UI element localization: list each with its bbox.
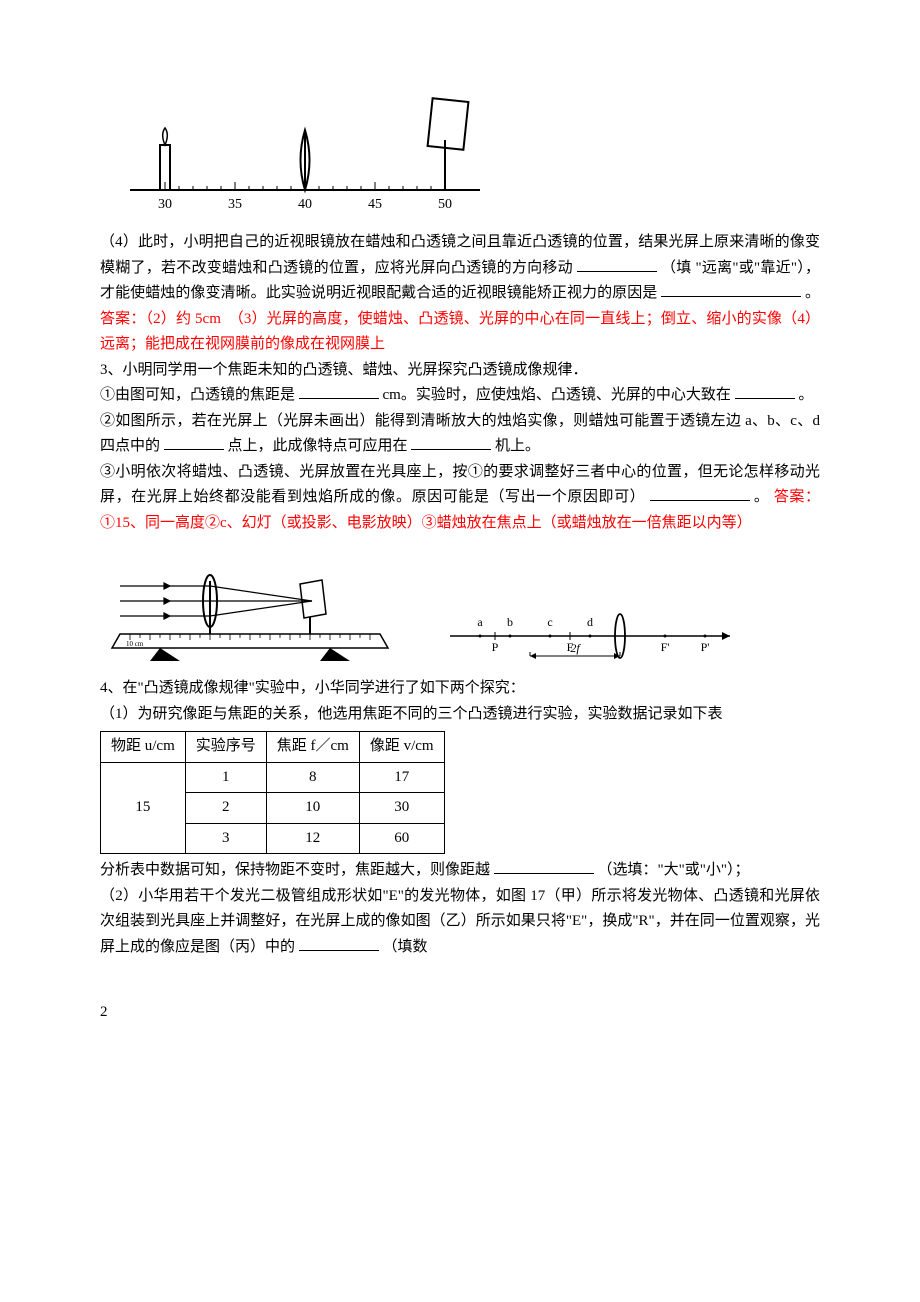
screen-icon	[428, 98, 469, 190]
q2-answer: 答案：（2）约 5cm （3）光屏的高度，使蜡烛、凸透镜、光屏的中心在同一直线上…	[100, 311, 820, 353]
blank	[494, 858, 594, 874]
cell: 30	[359, 793, 444, 824]
blank	[299, 383, 379, 399]
table-header-row: 物距 u/cm 实验序号 焦距 f／cm 像距 v/cm	[101, 732, 445, 763]
cell: 1	[185, 762, 266, 793]
lens-icon	[301, 130, 310, 190]
q4-aftertable: 分析表中数据可知，保持物距不变时，焦距越大，则像距越 （选填："大"或"小"）；	[100, 858, 820, 884]
optical-bench-svg: 30 35 40 45 50	[100, 90, 500, 220]
cell-u: 15	[101, 762, 186, 854]
blank	[299, 935, 379, 951]
figure-lens-setup: 10 cm	[100, 556, 820, 666]
q3-p1c: 。	[798, 387, 813, 403]
cell: 2	[185, 793, 266, 824]
q4-p2: （2）小华用若干个发光二极管组成形状如"E"的发光物体，如图 17（甲）所示将发…	[100, 884, 820, 961]
tick-30: 30	[158, 197, 172, 212]
q3-p1b: cm。实验时，应使烛焰、凸透镜、光屏的中心大致在	[383, 387, 731, 403]
blank	[661, 281, 801, 297]
q3-p2c: 机上。	[495, 438, 540, 454]
q4-p1: （1）为研究像距与焦距的关系，他选用焦距不同的三个凸透镜进行实验，实验数据记录如…	[100, 702, 820, 728]
cell: 17	[359, 762, 444, 793]
q4-p2b: （填数	[383, 939, 428, 955]
q4-table: 物距 u/cm 实验序号 焦距 f／cm 像距 v/cm 15 1 8 17 2…	[100, 731, 445, 854]
pt-Pp: P'	[701, 640, 710, 654]
q3-p1a: ①由图可知，凸透镜的焦距是	[100, 387, 295, 403]
pt-a: a	[477, 615, 483, 629]
q4-at-a: 分析表中数据可知，保持物距不变时，焦距越大，则像距越	[100, 862, 490, 878]
pt-Fp: F'	[661, 640, 670, 654]
cell: 12	[266, 823, 359, 854]
q3-p2: ②如图所示，若在光屏上（光屏未画出）能得到清晰放大的烛焰实像，则蜡烛可能置于透镜…	[100, 409, 820, 460]
th-u: 物距 u/cm	[101, 732, 186, 763]
tick-45: 45	[368, 197, 382, 212]
pt-b: b	[507, 615, 513, 629]
label-2f: 2f	[570, 641, 581, 655]
bench-rays-svg: 10 cm	[100, 556, 400, 666]
q3-p1: ①由图可知，凸透镜的焦距是 cm。实验时，应使烛焰、凸透镜、光屏的中心大致在 。	[100, 383, 820, 409]
q3-lead: 3、小明同学用一个焦距未知的凸透镜、蜡烛、光屏探究凸透镜成像规律．	[100, 358, 820, 384]
candle-icon	[160, 128, 170, 190]
cell: 8	[266, 762, 359, 793]
th-n: 实验序号	[185, 732, 266, 763]
page: 30 35 40 45 50 （4）此时，小明把自己的近视眼镜放在蜡烛和凸透镜之	[0, 0, 920, 1302]
pt-c: c	[547, 615, 552, 629]
th-f: 焦距 f／cm	[266, 732, 359, 763]
cell: 10	[266, 793, 359, 824]
page-number: 2	[100, 1000, 820, 1026]
svg-text:10 cm: 10 cm	[126, 640, 144, 648]
blank	[650, 485, 750, 501]
pt-P: P	[492, 640, 499, 654]
q3-p3b: 。	[754, 489, 770, 505]
blank	[164, 434, 224, 450]
blank	[735, 383, 795, 399]
q4-at-b: （选填："大"或"小"）；	[598, 862, 750, 878]
tick-40: 40	[298, 197, 312, 212]
q3-p2b: 点上，此成像特点可应用在	[228, 438, 408, 454]
q4-lead: 4、在"凸透镜成像规律"实验中，小华同学进行了如下两个探究：	[100, 676, 820, 702]
q2-4-text: （4）此时，小明把自己的近视眼镜放在蜡烛和凸透镜之间且靠近凸透镜的位置，结果光屏…	[100, 230, 820, 358]
blank	[411, 434, 491, 450]
cell: 60	[359, 823, 444, 854]
figure-optical-bench: 30 35 40 45 50	[100, 90, 820, 220]
q4-p2a: （2）小华用若干个发光二极管组成形状如"E"的发光物体，如图 17（甲）所示将发…	[100, 888, 820, 955]
q3-p3: ③小明依次将蜡烛、凸透镜、光屏放置在光具座上，按①的要求调整好三者中心的位置，但…	[100, 460, 820, 537]
tick-35: 35	[228, 197, 242, 212]
cell: 3	[185, 823, 266, 854]
tick-50: 50	[438, 197, 452, 212]
blank	[577, 256, 657, 272]
pt-d: d	[587, 615, 593, 629]
q2-4-c: 。	[805, 285, 820, 301]
table-row: 15 1 8 17	[101, 762, 445, 793]
th-v: 像距 v/cm	[359, 732, 444, 763]
axis-points-svg: a b c d P F F' P' 2f	[440, 596, 740, 666]
